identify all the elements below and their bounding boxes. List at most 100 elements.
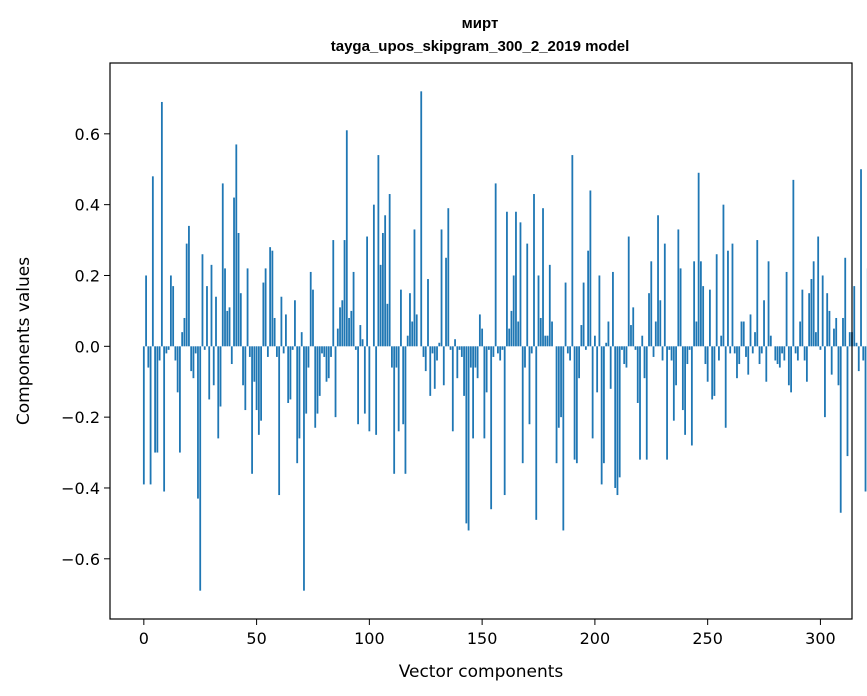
chart-subtitle: tayga_upos_skipgram_300_2_2019 model (331, 38, 630, 55)
bar (751, 346, 754, 354)
bar (634, 346, 637, 350)
bar (659, 300, 662, 347)
bar (406, 335, 409, 347)
bar (539, 317, 542, 347)
bar (273, 317, 276, 347)
bar (431, 346, 434, 354)
bar (663, 243, 666, 347)
bar (395, 346, 398, 368)
bar (409, 293, 411, 347)
bar (445, 257, 447, 347)
bar (672, 346, 675, 421)
bar (420, 91, 423, 347)
y-tick-label: 0.2 (75, 266, 100, 285)
bar (598, 275, 601, 347)
bar (639, 346, 641, 460)
bar (839, 346, 842, 513)
bar (366, 236, 368, 347)
bar (264, 268, 267, 347)
bar (285, 314, 287, 347)
chart-title: мирт (462, 15, 499, 32)
bar (715, 254, 718, 347)
bar (557, 346, 560, 428)
bar (226, 310, 229, 347)
bar (296, 346, 299, 464)
bar (158, 346, 161, 361)
bar (758, 346, 761, 365)
bar (760, 346, 763, 354)
x-axis-label: Vector components (399, 662, 564, 682)
bar (794, 346, 797, 354)
bar (533, 194, 535, 347)
bar (372, 204, 375, 347)
bar (754, 332, 756, 347)
bar (763, 300, 765, 347)
bar (248, 346, 251, 357)
bar (630, 325, 632, 347)
bar (314, 346, 317, 428)
bar (253, 346, 256, 382)
bar (427, 279, 429, 347)
bar (151, 176, 154, 347)
bar (776, 346, 779, 365)
bar (330, 346, 332, 357)
bar (571, 155, 574, 347)
bar (194, 346, 197, 354)
bar (312, 289, 314, 347)
bar (400, 289, 402, 347)
bar (740, 321, 743, 347)
bar (736, 346, 738, 379)
bar (348, 317, 350, 347)
bar (321, 346, 323, 354)
bar (654, 321, 657, 347)
bar (384, 215, 387, 347)
bar (350, 310, 353, 347)
bar (199, 346, 202, 591)
bar (697, 172, 700, 347)
bar (474, 346, 477, 368)
bar (357, 346, 359, 425)
bar (481, 328, 484, 347)
bar (709, 289, 711, 347)
bar (555, 346, 558, 464)
bar (438, 342, 441, 347)
bar (494, 183, 497, 347)
bar (860, 169, 862, 347)
bar (309, 271, 312, 347)
bar (817, 236, 820, 347)
bar (244, 346, 247, 411)
x-tick-label: 300 (805, 629, 836, 648)
bar (237, 232, 240, 347)
bar (799, 321, 802, 347)
bar (190, 346, 193, 372)
bar (756, 240, 759, 347)
bar (397, 346, 400, 432)
y-axis: −0.6 −0.4 −0.2 0.0 0.2 0.4 0.6 (61, 125, 110, 569)
bar (612, 271, 614, 347)
bars (142, 91, 867, 591)
bar (593, 335, 596, 347)
bar (614, 346, 617, 488)
bar (246, 268, 249, 347)
bar (702, 286, 705, 347)
bar (415, 314, 418, 347)
bar (833, 328, 835, 347)
bar (569, 346, 571, 361)
bar (835, 317, 838, 347)
bar (492, 346, 495, 357)
bar (469, 346, 472, 368)
bar (657, 215, 659, 347)
bar (341, 300, 344, 347)
bar (465, 346, 468, 524)
bar (627, 236, 630, 347)
bar (451, 346, 454, 432)
bar (690, 346, 693, 446)
bar (300, 332, 303, 347)
plot-frame (109, 62, 853, 620)
bar (666, 346, 668, 460)
bar (808, 293, 811, 347)
x-tick-label: 250 (692, 629, 723, 648)
bar (745, 346, 747, 357)
bar (388, 194, 391, 347)
bar (711, 346, 714, 400)
